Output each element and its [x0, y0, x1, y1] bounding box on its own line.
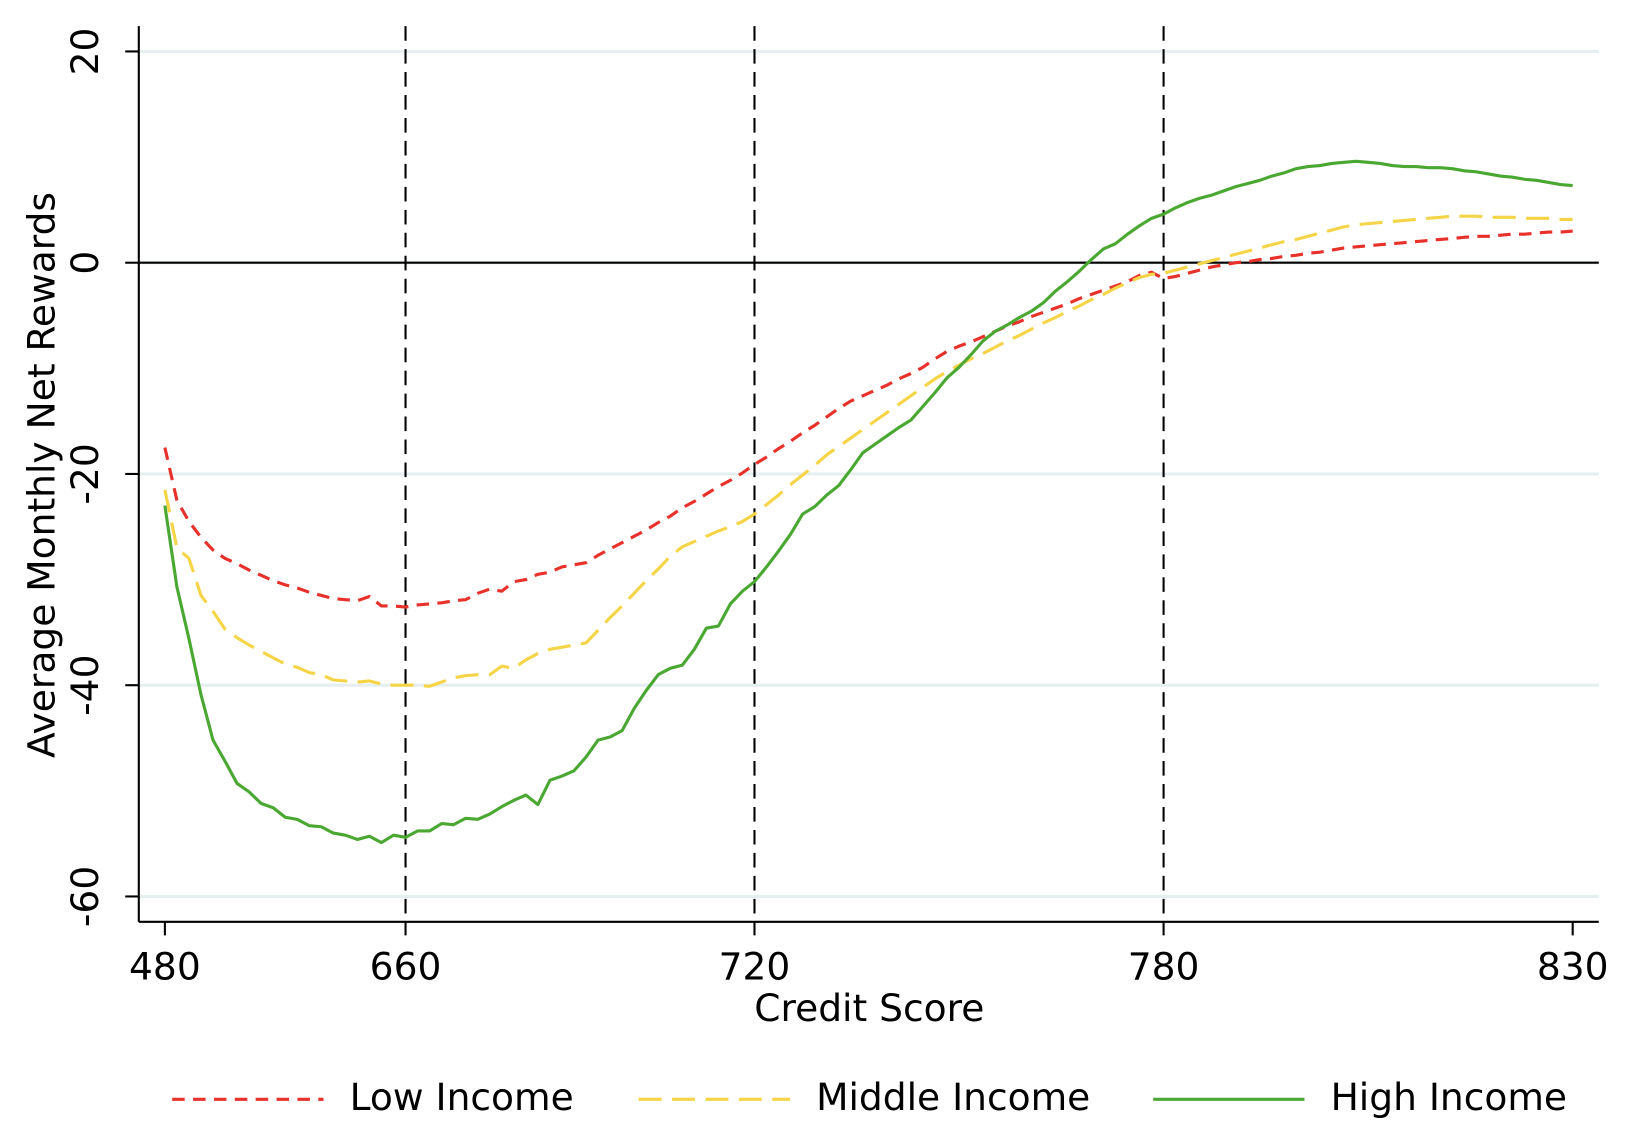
x-tick-label: 780	[1128, 944, 1200, 988]
y-tick-label: 20	[63, 28, 107, 76]
x-tick-label: 720	[719, 944, 791, 988]
legend-label: High Income	[1331, 1075, 1567, 1119]
series-line	[163, 229, 1573, 609]
legend-label: Low Income	[350, 1075, 574, 1119]
y-tick-label: 0	[63, 251, 107, 275]
y-tick-label: -40	[63, 655, 107, 716]
series-line	[163, 214, 1573, 688]
legend-label: Middle Income	[816, 1075, 1090, 1119]
x-tick-label: 660	[370, 944, 442, 988]
x-tick-label: 830	[1537, 944, 1609, 988]
y-axis-label: Average Monthly Net Rewards	[19, 192, 63, 758]
x-tick-label: 480	[129, 944, 201, 988]
y-tick-label: -60	[63, 866, 107, 927]
series-line	[163, 159, 1573, 845]
y-tick-label: -20	[63, 443, 107, 504]
x-axis-label: Credit Score	[754, 986, 984, 1030]
